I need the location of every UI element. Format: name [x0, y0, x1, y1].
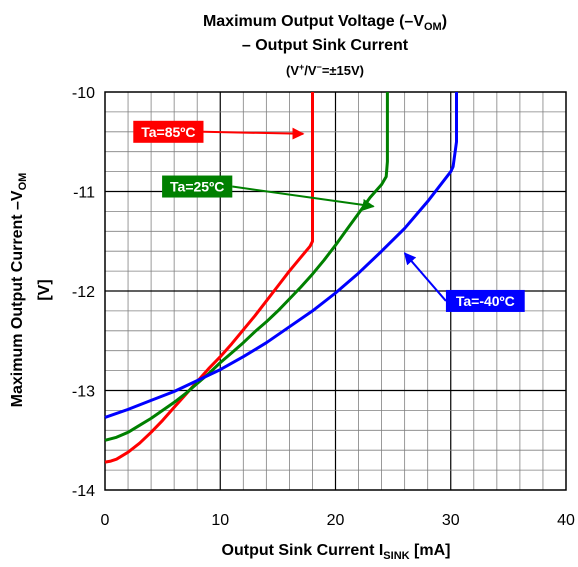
series-line	[104, 92, 314, 464]
series-line	[104, 92, 458, 419]
subtitle-c: =±15V)	[322, 63, 364, 78]
annotation-box	[133, 120, 204, 143]
x-axis-label-sub: SINK	[383, 550, 409, 562]
chart-title-line2: – Output Sink Current	[242, 37, 409, 54]
grid	[105, 92, 566, 490]
y-axis-unit: [V]	[36, 279, 53, 300]
y-tick-label: -13	[72, 384, 95, 401]
annotations: Ta=85ºC Ta=25ºC Ta=-40ºC	[133, 120, 525, 312]
y-tick-label: -10	[72, 85, 95, 102]
subtitle-sup1: +	[299, 62, 304, 72]
subtitle-b: /V	[304, 63, 317, 78]
annotation-box	[445, 289, 525, 312]
chart-subtitle: (V+/V−=±15V)	[286, 62, 364, 78]
series-line	[104, 92, 389, 442]
y-tick-label: -12	[72, 284, 95, 301]
subtitle-sup2: −	[317, 62, 322, 72]
annotation-label: Ta=25ºC	[170, 179, 224, 195]
annotation-box	[162, 175, 233, 198]
annotation-arrow	[403, 252, 447, 302]
subtitle-a: (V	[286, 63, 299, 78]
annotation-arrow	[232, 185, 375, 211]
plot-frame	[104, 91, 567, 491]
y-axis-label: Maximum Output Current –VOM	[9, 173, 29, 408]
x-tick-label: 30	[442, 512, 460, 529]
annotation-label: Ta=85ºC	[141, 124, 195, 140]
y-tick-label: -11	[73, 185, 95, 202]
x-tick-label: 40	[557, 512, 575, 529]
annotation-label: Ta=-40ºC	[456, 293, 515, 309]
annotation-arrow	[203, 127, 305, 140]
x-tick-label: 0	[101, 512, 110, 529]
x-axis-label-end: [mA]	[410, 542, 451, 559]
y-axis-label-main: Maximum Output Current –V	[9, 190, 26, 407]
chart-title-end: )	[442, 13, 447, 30]
x-tick-label: 10	[211, 512, 229, 529]
series-group	[104, 92, 458, 464]
y-tick-label: -14	[72, 483, 95, 500]
x-axis-label: Output Sink Current ISINK [mA]	[222, 542, 451, 562]
ticks: 0 10 20 30 40 -10 -11 -12 -13 -14	[72, 85, 575, 529]
chart-title-line1: Maximum Output Voltage (–VOM)	[203, 13, 447, 33]
x-axis-label-main: Output Sink Current I	[222, 542, 384, 559]
x-tick-label: 20	[327, 512, 345, 529]
chart-title-sub: OM	[424, 21, 442, 33]
y-axis-label-sub: OM	[17, 173, 29, 191]
chart-title-main: Maximum Output Voltage (–V	[203, 13, 424, 30]
